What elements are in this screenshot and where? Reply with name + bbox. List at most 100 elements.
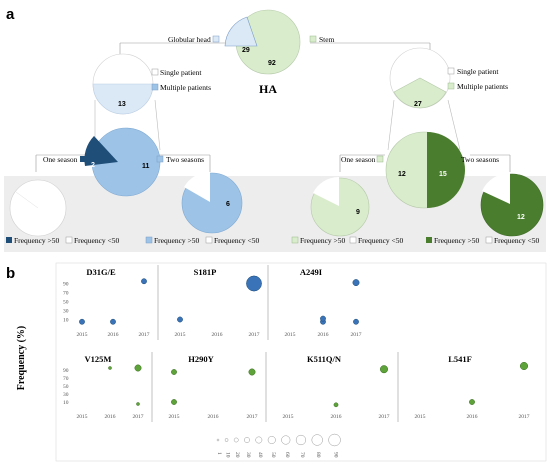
x-tick-label: 2016 (331, 414, 342, 420)
size-legend-circle (244, 437, 250, 443)
size-legend-circle (224, 438, 229, 442)
multiple-patients-swatch-left (151, 83, 159, 91)
y-tick-label: 10 (63, 400, 69, 406)
x-tick-label: 2016 (105, 414, 116, 420)
x-tick-label: 2016 (467, 414, 478, 420)
legend-1: Frequency >50 Frequency <50 (6, 236, 120, 245)
pie-ha-globular-slice (224, 16, 258, 47)
x-tick-label: 2017 (139, 332, 150, 338)
y-tick-label: 30 (63, 309, 69, 315)
size-legend: 1 10 20 30 40 50 60 70 80 90 (216, 433, 341, 458)
x-tick-label: 2015 (77, 332, 88, 338)
y-tick-label: 10 (63, 318, 69, 324)
legend-3-lt: Frequency <50 (358, 236, 404, 245)
ha-label: HA (259, 82, 277, 96)
legend-3: Frequency >50 Frequency <50 (291, 236, 404, 245)
two-seasons-label-left: Two seasons (166, 155, 204, 164)
panel-b-frame (55, 262, 547, 462)
data-point (134, 364, 142, 372)
mutation-title: S181P (194, 267, 217, 277)
legend-1-gt: Frequency >50 (14, 236, 60, 245)
multiple-patients-label-right: Multiple patients (457, 82, 508, 91)
single-patient-swatch-right (447, 67, 455, 75)
size-legend-circle (311, 434, 323, 446)
globular-swatch (212, 35, 220, 43)
pie-right-one-season-value: 12 (398, 171, 406, 178)
data-point (108, 366, 112, 370)
x-tick-label: 2015 (285, 332, 296, 338)
y-tick-label: 50 (63, 384, 69, 390)
pie-left-two-seasons-value: 11 (142, 163, 150, 170)
data-point (141, 278, 147, 285)
two-seasons-swatch-right (452, 156, 458, 162)
data-point (333, 402, 339, 408)
x-tick-label: 2017 (519, 414, 530, 420)
data-point (380, 365, 388, 374)
size-legend-label: 10 (225, 452, 231, 458)
size-legend-circle (328, 433, 341, 447)
legend-4: Frequency >50 Frequency <50 (426, 236, 540, 245)
y-tick-label: 70 (63, 291, 69, 297)
y-axis-label: Frequency (%) (16, 326, 27, 391)
legend-2: Frequency >50 Frequency <50 (145, 236, 260, 245)
x-tick-label: 2015 (169, 414, 180, 420)
data-point (352, 279, 360, 287)
mutation-title: A249I (300, 267, 323, 277)
pie-right-two-gt50-value: 12 (517, 214, 525, 221)
data-point (520, 362, 528, 370)
size-legend-label: 1 (216, 452, 222, 455)
size-legend-circle (281, 435, 291, 445)
panel-b-letter: b (6, 265, 15, 282)
y-tick-label: 50 (63, 300, 69, 306)
data-point (79, 318, 85, 325)
one-season-label-left: One season (43, 155, 78, 164)
two-seasons-swatch-left (156, 155, 164, 163)
size-legend-circle (255, 436, 263, 444)
legend-4-lt: Frequency <50 (494, 236, 540, 245)
tree-lines (35, 42, 511, 172)
data-point (246, 275, 262, 292)
size-legend-label: 90 (333, 452, 339, 458)
pie-left-seasons (84, 127, 161, 197)
stem-swatch (309, 35, 317, 43)
pie-right-patients (389, 47, 451, 109)
pie-right-seasons (385, 131, 465, 209)
mutation-title: K511Q/N (307, 354, 342, 364)
pie-right-two-seasons-freq (480, 173, 544, 237)
y-tick-label: 90 (63, 282, 69, 288)
size-legend-label: 40 (257, 452, 263, 458)
mutation-title: D31G/E (86, 267, 116, 277)
legend-1-lt: Frequency <50 (74, 236, 120, 245)
x-tick-label: 2016 (212, 332, 223, 338)
data-point (110, 318, 116, 325)
x-tick-label: 2015 (77, 414, 88, 420)
x-tick-label: 2015 (175, 332, 186, 338)
size-legend-circle (216, 438, 220, 442)
pie-left-patients (92, 53, 154, 115)
x-tick-label: 2017 (247, 414, 258, 420)
data-point (171, 399, 177, 405)
pie-ha (224, 9, 301, 75)
x-tick-label: 2015 (415, 414, 426, 420)
pie-ha-globular-value: 29 (242, 47, 250, 54)
multiple-patients-swatch-right (447, 82, 455, 90)
x-tick-label: 2016 (318, 332, 329, 338)
size-legend-label: 50 (270, 452, 276, 458)
legend-3-gt: Frequency >50 (300, 236, 346, 245)
size-legend-label: 20 (234, 452, 240, 458)
pie-right-one-gt50-value: 9 (356, 209, 360, 216)
data-point (469, 399, 475, 405)
x-tick-label: 2016 (108, 332, 119, 338)
data-point (177, 316, 183, 323)
two-seasons-label-right: Two seasons (461, 155, 499, 164)
data-point (171, 369, 177, 375)
x-tick-label: 2017 (351, 332, 362, 338)
mutation-title: V125M (85, 354, 112, 364)
size-legend-label: 30 (245, 452, 251, 458)
pie-left-one-season-divider (15, 191, 39, 209)
size-legend-label: 60 (284, 452, 290, 458)
one-season-swatch-left (80, 156, 86, 162)
size-legend-label: 70 (299, 452, 305, 458)
y-tick-label: 70 (63, 376, 69, 382)
scatter-layer: D31G/E 10 30 50 70 90 2015 2016 2017 S181P 2015 201… (63, 265, 530, 422)
